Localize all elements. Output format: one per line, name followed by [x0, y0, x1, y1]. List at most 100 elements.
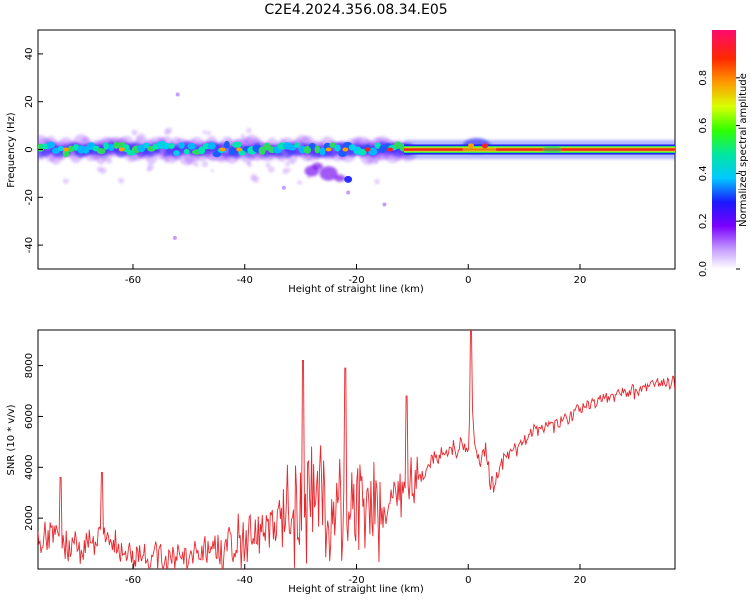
- colorbar-tick-label: 0.2: [698, 213, 709, 229]
- spectrogram-scatter-dot: [282, 167, 289, 175]
- snr-x-label: Height of straight line (km): [288, 584, 424, 595]
- spectrogram-x-tick-label: 0: [465, 275, 471, 286]
- colorbar: 0.0 0.2 0.4 0.6 0.8 Normalized spectral ampl…: [698, 30, 749, 277]
- spectrogram-core-mark: [46, 141, 56, 149]
- spectrogram-low-blob: [344, 175, 353, 183]
- spectrogram-scatter-dot: [163, 157, 170, 163]
- spectrogram-core-mark: [143, 142, 150, 149]
- spectrogram-scatter-dot: [194, 162, 199, 167]
- spectrogram-x-tick-label: -60: [125, 275, 141, 286]
- spectrogram-scatter-dot: [250, 173, 257, 181]
- spectrogram-core-mark: [108, 143, 115, 152]
- spectrogram-low-blob: [334, 174, 346, 182]
- spectrogram-core-mark: [232, 141, 242, 148]
- spectrogram-core-mark: [173, 150, 180, 156]
- spectrogram-core-mark: [168, 143, 175, 149]
- zero-line-highlight: [403, 148, 675, 151]
- spectrogram-core-mark: [223, 140, 230, 149]
- snr-x-tick-label: -40: [237, 575, 253, 586]
- snr-panel: -60 -40 -20 0 20 2000 4000 6000 8000 Height of …: [6, 329, 676, 595]
- snr-series-line: [38, 330, 675, 569]
- spectrogram-scatter-dot: [246, 160, 251, 166]
- spectrogram-scatter-dot: [210, 169, 214, 173]
- spectrogram-y-tick-label: -40: [24, 237, 35, 253]
- spectrogram-scatter-dot: [373, 158, 379, 165]
- spectrogram-x-tick-label: 20: [574, 275, 587, 286]
- spectrogram-core-mark: [258, 146, 266, 155]
- spectrogram-core-mark: [319, 147, 326, 156]
- spectrogram-scatter-dot: [285, 161, 290, 167]
- colorbar-tick-label: 0.4: [698, 165, 709, 181]
- snr-x-tick-label: 20: [574, 575, 587, 586]
- spectrogram-core-mark: [162, 142, 171, 150]
- burst-core: [468, 143, 475, 149]
- burst-core: [482, 143, 489, 149]
- spectrogram-core-mark: [198, 146, 206, 155]
- spectrogram-scatter-dot: [265, 162, 271, 168]
- spectrogram-core-mark: [334, 144, 341, 152]
- snr-x-tick-label: 0: [465, 575, 471, 586]
- spectrogram-x-tick-label: -40: [237, 275, 253, 286]
- spectrogram-x-tick-label: -20: [348, 275, 364, 286]
- spectrogram-hot-spot: [342, 147, 349, 152]
- snr-y-tick-label: 8000: [24, 353, 35, 378]
- spectrogram-core: [38, 92, 675, 240]
- spectrogram-scatter-dot: [72, 155, 77, 161]
- snr-marks: [38, 330, 675, 569]
- spectrogram-core-mark: [314, 145, 321, 154]
- spectrogram-core-mark: [122, 144, 130, 153]
- spectrogram-isolated-dot: [172, 235, 177, 240]
- spectrogram-scatter-dot: [240, 133, 246, 139]
- spectrogram-scatter-dot: [154, 152, 159, 157]
- spectrogram-core-mark: [288, 144, 297, 151]
- spectrogram-core-mark: [62, 149, 70, 158]
- spectrogram-hot-spot: [118, 147, 125, 152]
- snr-x-tick-label: -20: [348, 575, 364, 586]
- spectrogram-y-ticks: -40 -20 0 20 40: [24, 48, 43, 253]
- spectrogram-isolated-dot: [346, 190, 351, 195]
- spectrogram-hot-spot: [219, 147, 226, 152]
- spectrogram-scatter-dot: [206, 131, 211, 136]
- spectrogram-scatter-dot: [140, 137, 144, 141]
- spectrogram-hot-spot: [236, 147, 243, 152]
- colorbar-tick-label: 0.6: [698, 118, 709, 134]
- spectrogram-scatter-dot: [297, 180, 302, 185]
- snr-x-tick-label: -60: [125, 575, 141, 586]
- spectrogram-core-mark: [358, 148, 367, 156]
- colorbar-tick-label: 0.8: [698, 70, 709, 86]
- spectrogram-core-mark: [338, 150, 347, 157]
- spectrogram-x-label: Height of straight line (km): [288, 284, 424, 295]
- spectrogram-core-mark: [178, 142, 185, 149]
- spectrogram-scatter-dot: [131, 129, 138, 136]
- spectrogram-scatter-dot: [97, 166, 103, 173]
- spectrogram-core-mark: [207, 142, 216, 150]
- chart-title: C2E4.2024.356.08.34.E05: [264, 2, 447, 18]
- spectrogram-core-mark: [103, 142, 110, 150]
- spectrogram-core-mark: [51, 147, 60, 154]
- spectrogram-core-mark: [183, 148, 190, 155]
- spectrogram-core-mark: [374, 142, 381, 149]
- spectrogram-y-tick-label: 20: [24, 95, 35, 108]
- spectrogram-hot-spot: [364, 147, 371, 152]
- spectrogram-isolated-dot: [281, 185, 286, 190]
- spectrogram-scatter-dot: [63, 178, 69, 184]
- spectrogram-core-mark: [57, 145, 65, 152]
- spectrogram-panel: -60 -40 -20 0 20 -40 -20 0 20 40 Height of strai…: [6, 29, 676, 295]
- snr-y-tick-label: 4000: [24, 455, 35, 480]
- spectrogram-scatter-dot: [135, 136, 143, 143]
- spectrogram-y-tick-label: 0: [24, 146, 35, 152]
- spectrogram-low-blob: [311, 162, 323, 170]
- spectrogram-scatter-dot: [374, 179, 380, 185]
- spectrogram-scatter-dot: [184, 157, 190, 163]
- spectrogram-scatter-dot: [106, 158, 112, 164]
- spectrogram-scatter-dot: [132, 154, 138, 160]
- spectrogram-hot-spot: [325, 147, 332, 152]
- spectrogram-core-mark: [187, 143, 196, 150]
- colorbar-tick-label: 0.0: [698, 261, 709, 277]
- spectrogram-y-tick-label: 40: [24, 48, 35, 61]
- snr-frame: [37, 329, 676, 570]
- spectrogram-scatter-dot: [201, 161, 209, 168]
- spectrogram-core-mark: [308, 142, 316, 149]
- spectrogram-scatter-dot: [246, 127, 252, 134]
- spectrogram-core-mark: [294, 142, 301, 148]
